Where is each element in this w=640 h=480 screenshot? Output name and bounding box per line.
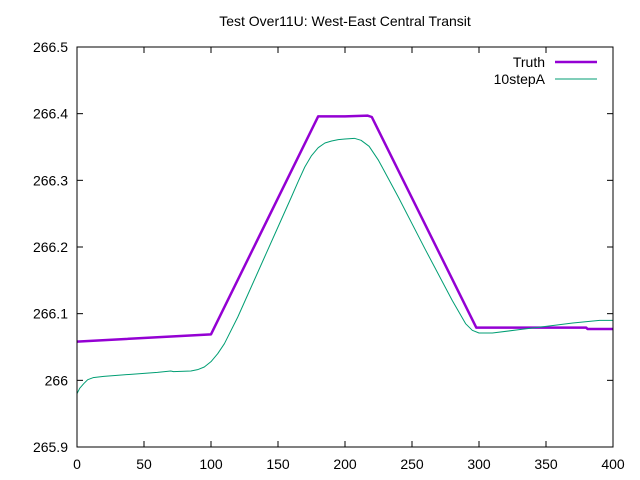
y-tick-label: 266.4 [33,106,68,122]
x-tick-label: 300 [467,456,491,472]
x-tick-label: 250 [400,456,424,472]
x-tick-label: 50 [136,456,152,472]
y-tick-label: 265.9 [33,439,68,455]
y-tick-label: 266.2 [33,239,68,255]
chart-title: Test Over11U: West-East Central Transit [219,13,471,29]
series-line-truth [76,114,613,343]
legend-label: Truth [513,54,545,70]
legend-label: 10stepA [494,71,546,87]
x-tick-label: 200 [333,456,357,472]
x-tick-label: 150 [266,456,290,472]
x-tick-label: 0 [73,456,81,472]
y-tick-label: 266.1 [33,306,68,322]
x-tick-label: 400 [601,456,625,472]
y-tick-label: 266.5 [33,39,68,55]
series-line-10stepa [76,137,613,394]
y-tick-label: 266 [45,372,69,388]
plot-frame [76,46,614,448]
series-layer [76,114,613,394]
x-tick-label: 350 [534,456,558,472]
axis-ticks: 0 50 100 150 200 250 300 350 400 265.9 266 266.1 266… [33,39,625,472]
x-tick-label: 100 [199,456,223,472]
y-tick-label: 266.3 [33,172,68,188]
